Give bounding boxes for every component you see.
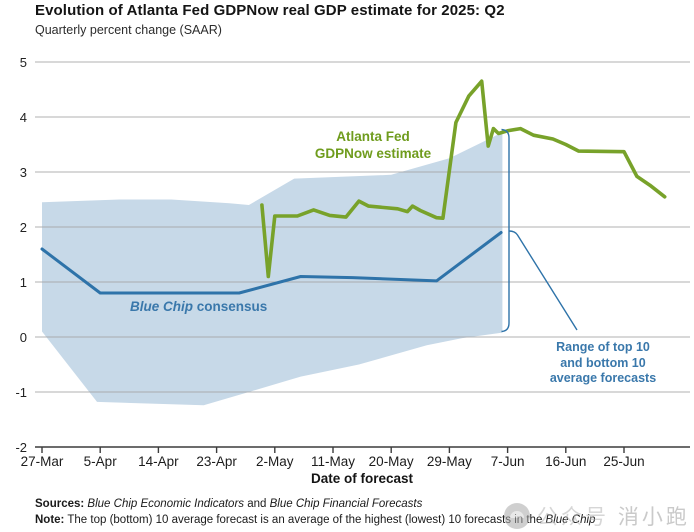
x-tick-label-23-Apr: 23-Apr	[196, 454, 237, 469]
x-tick-label-16-Jun: 16-Jun	[545, 454, 587, 469]
bluechip-series-label-regular: consensus	[193, 299, 268, 314]
bluechip-series-label: Blue Chip consensus	[130, 299, 267, 314]
y-tick-label-1: 1	[19, 274, 27, 290]
y-tick-label-4: 4	[19, 109, 27, 125]
x-tick-label-29-May: 29-May	[426, 454, 472, 469]
bluechip-series-label-italic: Blue Chip	[130, 299, 193, 314]
x-tick-label-14-Apr: 14-Apr	[138, 454, 179, 469]
x-tick-label-25-Jun: 25-Jun	[603, 454, 645, 469]
range-annotation-line3: average forecasts	[549, 371, 657, 385]
watermark: 公众号 消小跑	[504, 501, 690, 531]
range-leader-line	[508, 230, 578, 331]
range-annotation-line1: Range of top 10	[556, 340, 650, 354]
x-tick-label-27-Mar: 27-Mar	[20, 454, 64, 469]
y-tick-label-5: 5	[19, 54, 27, 70]
x-tick-label-20-May: 20-May	[368, 454, 414, 469]
forecast-range-band	[42, 132, 503, 406]
sources-and: and	[244, 498, 270, 510]
gdpnow-series-label-line1: Atlanta Fed	[336, 129, 410, 144]
y-tick-label-2: 2	[19, 219, 27, 235]
y-tick-label-0: 0	[19, 329, 27, 345]
x-tick-label-5-Apr: 5-Apr	[83, 454, 117, 469]
chart-subtitle: Quarterly percent change (SAAR)	[35, 23, 222, 37]
note-text: The top (bottom) 10 average forecast is …	[67, 514, 546, 526]
watermark-prefix: 公众号	[537, 506, 609, 529]
wechat-logo-icon	[504, 503, 530, 529]
note-line: Note: The top (bottom) 10 average foreca…	[35, 512, 675, 528]
watermark-text: 公众号 消小跑	[537, 501, 690, 531]
note-italic: Blue Chip	[545, 514, 596, 526]
sources-italic-2: Blue Chip Financial Forecasts	[269, 498, 423, 510]
y-tick-label--2: -2	[15, 439, 27, 455]
sources-italic-1: Blue Chip Economic Indicators	[87, 498, 245, 510]
y-tick-label--1: -1	[15, 384, 27, 400]
range-annotation-line2: and bottom 10	[560, 355, 646, 370]
note-label: Note:	[35, 514, 65, 526]
x-tick-label-11-May: 11-May	[310, 454, 355, 469]
x-tick-label-2-May: 2-May	[256, 454, 294, 469]
chart-title: Evolution of Atlanta Fed GDPNow real GDP…	[35, 2, 505, 19]
gdpnow-series-label: Atlanta Fed GDPNow estimate	[263, 128, 483, 162]
series-line-gdpnow	[260, 79, 667, 279]
x-tick-label-7-Jun: 7-Jun	[490, 454, 525, 469]
note-cutoff-line: survey.	[35, 528, 675, 532]
range-annotation-label: Range of top 10 and bottom 10 average fo…	[523, 340, 683, 387]
range-bracket	[501, 128, 510, 333]
gdpnow-series-label-line2: GDPNow estimate	[314, 146, 432, 161]
y-tick-label-3: 3	[19, 164, 27, 180]
series-line-bluechip	[40, 231, 503, 295]
footnotes: Sources: Blue Chip Economic Indicators a…	[35, 496, 675, 532]
sources-line: Sources: Blue Chip Economic Indicators a…	[35, 496, 675, 512]
x-axis-title: Date of forecast	[310, 471, 414, 486]
sources-label: Sources:	[35, 498, 85, 510]
watermark-name: 消小跑	[617, 506, 690, 529]
